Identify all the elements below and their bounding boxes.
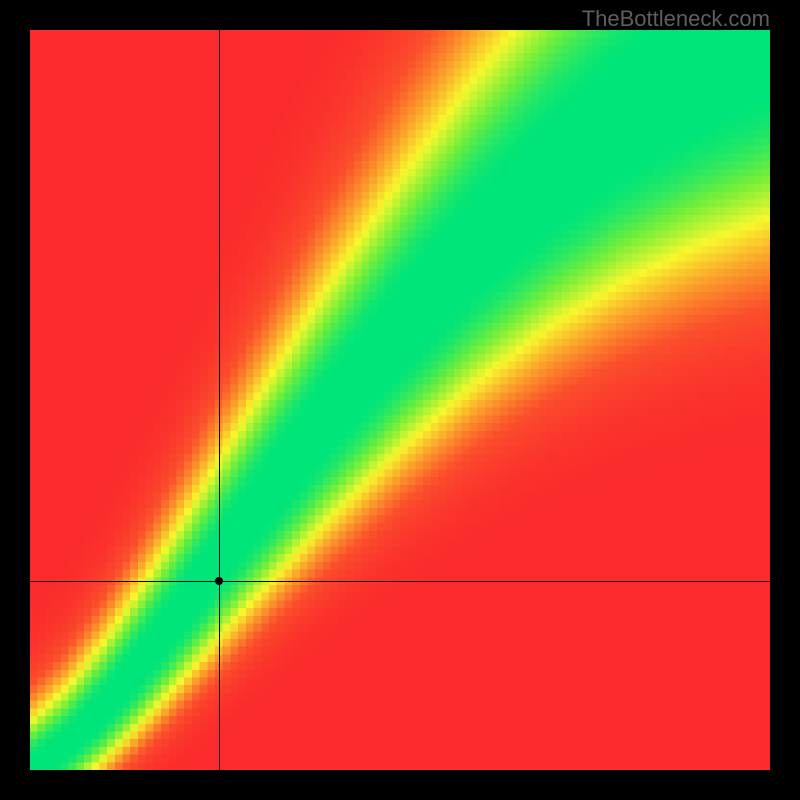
chart-container: TheBottleneck.com	[0, 0, 800, 800]
watermark-text: TheBottleneck.com	[582, 6, 770, 32]
bottleneck-heatmap	[30, 30, 770, 770]
